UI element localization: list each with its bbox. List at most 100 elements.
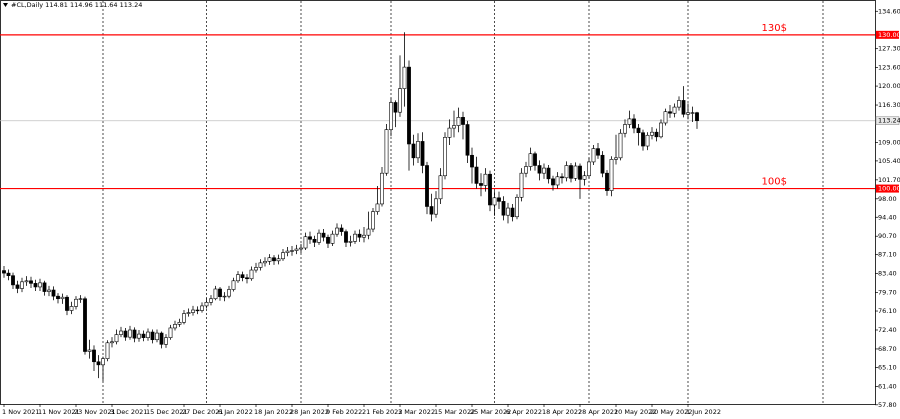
candle-body: [465, 124, 470, 156]
candle-body: [447, 127, 452, 138]
candle-body: [483, 173, 488, 186]
candle-body: [668, 111, 672, 114]
x-tick-label: 10 May 2022: [614, 408, 656, 416]
level-box: [876, 30, 899, 39]
candle-body: [596, 148, 600, 156]
candle-body: [492, 197, 497, 206]
candle-body: [528, 153, 533, 167]
candle-body: [443, 137, 447, 177]
candle-body: [213, 288, 218, 300]
y-tick-label: 68.70: [878, 345, 897, 353]
level-annotation: 100$: [762, 177, 787, 188]
candle-body: [537, 165, 542, 174]
y-tick-label: 57.80: [878, 401, 897, 409]
candle-body: [182, 313, 186, 323]
candle-body: [56, 295, 60, 300]
candle-body: [695, 112, 699, 122]
candle-body: [339, 227, 344, 232]
candle-body: [654, 131, 659, 138]
candle-body: [470, 154, 474, 168]
candle-body: [74, 298, 78, 307]
candle-body: [560, 176, 564, 179]
candle-body: [618, 132, 623, 159]
candle-body: [690, 112, 695, 114]
candle-body: [551, 178, 555, 186]
candle-body: [177, 322, 182, 325]
candle-body: [204, 302, 209, 307]
candle-body: [371, 211, 375, 230]
candle-body: [623, 124, 627, 134]
x-tick-label: 18 Jan 2022: [254, 408, 293, 416]
candle-body: [141, 333, 146, 338]
candle-body: [146, 331, 150, 338]
candle-body: [240, 274, 245, 279]
candle-body: [24, 280, 29, 283]
candle-body: [659, 122, 663, 138]
y-tick-label: 101.70: [878, 176, 900, 184]
candle-body: [348, 241, 353, 243]
candle-body: [218, 288, 222, 297]
x-tick-label: 15 Dec 2021: [146, 408, 188, 416]
level-annotation: 130$: [762, 23, 787, 34]
candle-body: [317, 232, 321, 243]
candle-body: [519, 172, 524, 198]
candle-body: [20, 281, 24, 289]
candle-body: [510, 207, 515, 218]
y-tick-label: 83.40: [878, 270, 897, 278]
y-tick-label: 87.10: [878, 251, 897, 259]
y-tick-label: 127.30: [878, 45, 900, 53]
x-tick-label: 1 Jun 2022: [686, 408, 721, 416]
candle-body: [600, 154, 605, 174]
candle-body: [60, 296, 65, 300]
candle-body: [366, 228, 371, 236]
y-tick-label: 116.30: [878, 101, 900, 109]
candle-body: [11, 275, 15, 286]
candle-body: [254, 267, 258, 271]
candle-body: [42, 282, 47, 292]
candle-body: [290, 250, 294, 252]
candle-body: [411, 143, 416, 159]
candle-body: [641, 132, 645, 147]
candle-body: [263, 261, 267, 264]
candle-body: [78, 298, 83, 300]
candle-body: [33, 283, 38, 288]
candle-body: [92, 349, 96, 363]
y-tick-label: 76.10: [878, 307, 897, 315]
candle-body: [227, 289, 231, 297]
candle-body: [362, 234, 366, 238]
candle-body: [164, 337, 168, 345]
candle-body: [645, 134, 650, 147]
candle-body: [452, 125, 456, 129]
y-tick-label: 79.70: [878, 289, 897, 297]
candle-body: [267, 257, 272, 262]
candle-body: [578, 165, 582, 180]
candle-body: [677, 100, 681, 108]
candle-body: [632, 118, 636, 129]
y-tick-label: 90.70: [878, 232, 897, 240]
x-tick-label: 9 Feb 2022: [326, 408, 362, 416]
x-tick-label: 21 Feb 2022: [362, 408, 402, 416]
candle-body: [132, 329, 137, 339]
candle-body: [47, 289, 51, 292]
candle-body: [420, 141, 425, 166]
candle-body: [663, 111, 668, 124]
x-tick-label: 28 Apr 2022: [578, 408, 618, 416]
x-tick-label: 20 May 2022: [650, 408, 692, 416]
candle-body: [65, 296, 69, 311]
candle-body: [438, 175, 443, 200]
candle-body: [533, 153, 537, 166]
candle-body: [308, 236, 312, 240]
y-tick-label: 61.40: [878, 382, 897, 390]
x-tick-label: 23 Nov 2021: [74, 408, 116, 416]
y-tick-label: 72.40: [878, 326, 897, 334]
candle-body: [515, 196, 519, 218]
menu-arrow[interactable]: [3, 3, 8, 7]
candle-body: [627, 118, 632, 125]
candle-body: [105, 342, 110, 359]
candle-body: [389, 102, 393, 130]
candle-body: [582, 175, 587, 180]
x-tick-label: 6 Jan 2022: [218, 408, 253, 416]
candle-body: [497, 197, 501, 202]
candle-body: [380, 172, 384, 205]
